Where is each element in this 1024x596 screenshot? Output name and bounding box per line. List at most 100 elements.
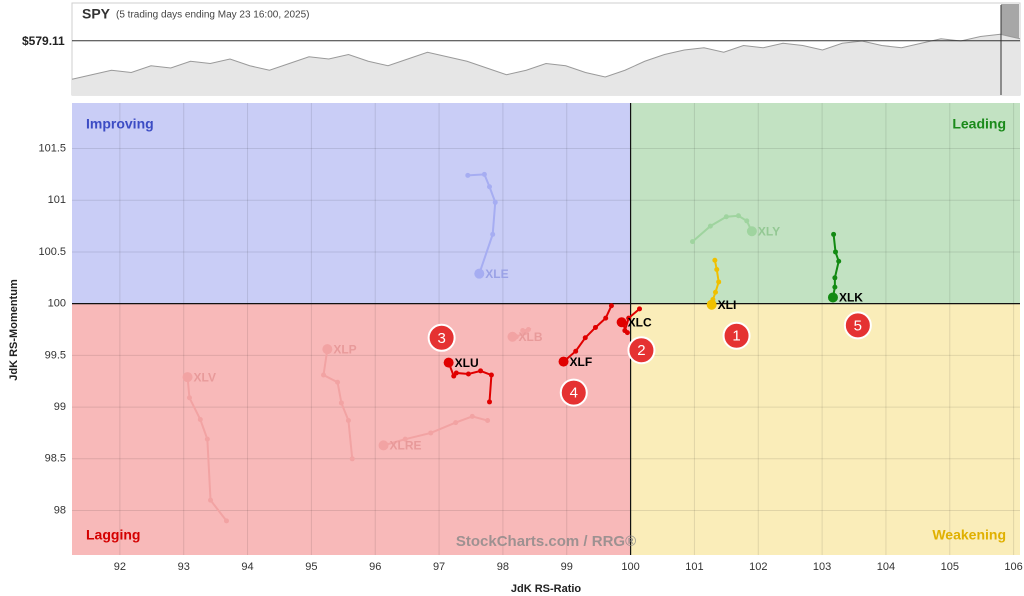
- y-tick-label: 99: [54, 401, 66, 413]
- tail-point: [321, 372, 327, 378]
- x-tick-label: 103: [813, 561, 831, 573]
- tail-point: [487, 399, 493, 405]
- tail-point: [626, 315, 632, 321]
- head-point: [706, 299, 717, 310]
- quadrant-label: Weakening: [932, 527, 1006, 543]
- tail: XLK: [827, 231, 863, 305]
- tail-point: [833, 249, 839, 255]
- tail-point: [582, 335, 588, 341]
- tail-point: [208, 497, 214, 503]
- x-tick-label: 96: [369, 561, 381, 573]
- head-point: [378, 440, 389, 451]
- tail-point: [197, 417, 203, 423]
- x-tick-label: 99: [561, 561, 573, 573]
- y-tick-label: 98.5: [45, 453, 66, 465]
- tail-point: [831, 231, 837, 237]
- head-point: [616, 317, 627, 328]
- x-tick-label: 92: [114, 561, 126, 573]
- tail: XLP: [321, 342, 357, 462]
- tail-point: [488, 372, 494, 378]
- x-tick-label: 102: [749, 561, 767, 573]
- annotation-text: 4: [570, 385, 578, 402]
- tail-point: [522, 330, 528, 336]
- tail: XLI: [706, 257, 737, 312]
- quadrant: [72, 303, 631, 555]
- tail: XLE: [465, 171, 509, 281]
- series-label: XLB: [518, 330, 542, 344]
- annotation-badge: [722, 321, 751, 350]
- series-label: XLE: [485, 267, 508, 281]
- tail-point: [832, 275, 838, 281]
- x-tick-label: 104: [877, 561, 895, 573]
- x-axis-label: JdK RS-Ratio: [511, 583, 582, 595]
- head-point: [827, 292, 838, 303]
- tail-point: [223, 518, 229, 524]
- tail-point: [492, 199, 498, 205]
- annotation-badge: [427, 323, 456, 352]
- tail-point: [402, 436, 408, 442]
- tail-point: [487, 184, 493, 190]
- tail: XLV: [182, 370, 229, 524]
- tail-point: [349, 456, 355, 462]
- head-point: [558, 356, 569, 367]
- annotation-badge: [843, 311, 872, 340]
- head-point: [474, 268, 485, 279]
- annotation-text: 2: [637, 342, 645, 359]
- spy-subtitle: (5 trading days ending May 23 16:00, 202…: [116, 10, 309, 21]
- tail-point: [481, 171, 487, 177]
- tail-point: [451, 373, 457, 379]
- x-tick-label: 94: [241, 561, 253, 573]
- tail-point: [335, 379, 341, 385]
- x-tick-label: 98: [497, 561, 509, 573]
- tail-point: [608, 303, 614, 309]
- annotation-text: 5: [854, 317, 862, 334]
- y-axis-label: JdK RS-Momentum: [8, 279, 20, 381]
- series-label: XLI: [718, 298, 737, 312]
- tail-point: [469, 413, 475, 419]
- tail-point: [338, 400, 344, 406]
- tail-line: [383, 415, 488, 447]
- y-tick-label: 98: [54, 504, 66, 516]
- y-tick-label: 100: [48, 298, 66, 310]
- tail-point: [573, 348, 579, 354]
- tail-point: [723, 214, 729, 220]
- quadrant-label: Improving: [86, 116, 154, 132]
- head-point: [746, 226, 757, 237]
- annotation-text: 1: [732, 328, 740, 345]
- y-tick-label: 100.5: [38, 246, 66, 258]
- annotation-badge: [627, 336, 656, 365]
- tail-point: [465, 371, 471, 377]
- tail: XLC: [616, 306, 652, 336]
- tail-point: [186, 395, 192, 401]
- tail: XLF: [558, 303, 614, 369]
- tail-point: [490, 231, 496, 237]
- quadrant-label: Lagging: [86, 527, 140, 543]
- tail-point: [716, 279, 722, 285]
- annotation-badge: [559, 378, 588, 407]
- tail-point: [690, 239, 696, 245]
- tail-line: [186, 377, 228, 522]
- series-label: XLV: [194, 370, 216, 384]
- x-tick-label: 105: [941, 561, 959, 573]
- watermark: StockCharts.com / RRG®: [456, 533, 636, 550]
- tail-point: [465, 172, 471, 178]
- x-tick-label: 95: [305, 561, 317, 573]
- tail-point: [428, 430, 434, 436]
- tail-point: [832, 284, 838, 290]
- quadrant: [630, 103, 1020, 304]
- quadrant: [72, 103, 631, 304]
- quadrant: [630, 303, 1020, 555]
- tail: XLY: [690, 213, 780, 245]
- tail-point: [592, 324, 598, 330]
- tail-point: [712, 289, 718, 295]
- head-point: [182, 372, 193, 383]
- tail-point: [485, 418, 491, 424]
- quadrant-label: Leading: [952, 116, 1006, 132]
- tail-line: [467, 173, 497, 274]
- x-tick-label: 106: [1004, 561, 1022, 573]
- tail-line: [322, 349, 354, 459]
- tail-point: [478, 368, 484, 374]
- tail-point: [744, 218, 750, 224]
- tail-point: [735, 213, 741, 219]
